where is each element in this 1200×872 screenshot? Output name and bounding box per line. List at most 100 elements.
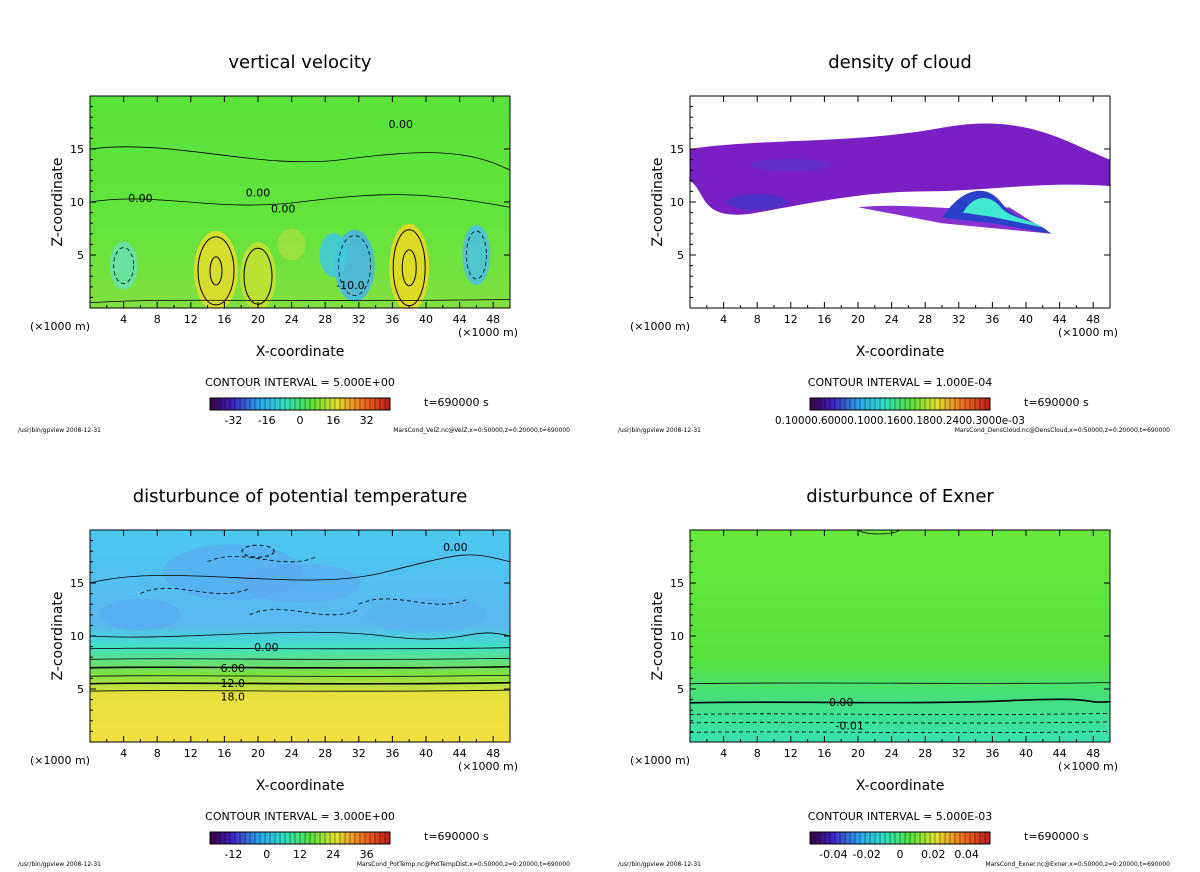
colorbar-frame	[809, 831, 991, 845]
x-tick-label: 40	[419, 747, 433, 760]
x-tick-label: 36	[385, 747, 399, 760]
x-tick-label: 16	[817, 313, 831, 326]
contour-interval: CONTOUR INTERVAL = 1.000E-04	[808, 376, 992, 389]
contour-line-negative	[241, 544, 275, 558]
x-tick-label: 4	[720, 313, 727, 326]
x-tick-label: 48	[486, 747, 500, 760]
contour-line-negative	[690, 712, 1110, 716]
x-tick-label: 24	[885, 313, 899, 326]
x-tick-label: 32	[352, 313, 366, 326]
plot-field: 0.00 0.00 6.00 12.018.0	[90, 530, 510, 742]
x-tick-label: 20	[251, 747, 265, 760]
colorbar-tick-label: 0	[897, 848, 904, 861]
contour-line	[90, 631, 510, 640]
y-tick-label: 5	[77, 683, 84, 696]
field-background	[90, 530, 510, 742]
x-tick-label: 28	[318, 313, 332, 326]
chart-title: disturbunce of Exner	[806, 486, 994, 507]
x-axis-label: X-coordinate	[856, 344, 945, 360]
x-tick-label: 32	[352, 747, 366, 760]
x-tick-label: 28	[918, 747, 932, 760]
x-unit-left: (×1000 m)	[630, 320, 690, 333]
contour-label: 0.00	[128, 192, 153, 205]
footer-right: MarsCond_PotTemp.nc@PotTempDist,x=0:5000…	[357, 861, 570, 868]
x-tick-label: 48	[486, 313, 500, 326]
x-tick-label: 44	[453, 313, 467, 326]
x-tick-label: 24	[285, 747, 299, 760]
x-axis-label: X-coordinate	[856, 778, 945, 794]
y-tick-label: 10	[670, 196, 684, 209]
y-axis-label: Z-coordinate	[50, 591, 66, 680]
y-tick-label: 5	[77, 249, 84, 262]
x-unit-right: (×1000 m)	[458, 760, 518, 773]
time-label: t=690000 s	[1024, 396, 1089, 409]
x-tick-label: 44	[453, 747, 467, 760]
x-tick-label: 8	[754, 747, 761, 760]
colorbar-frame	[209, 831, 391, 845]
x-tick-label: 24	[285, 313, 299, 326]
x-tick-label: 4	[720, 747, 727, 760]
cloud-region	[690, 123, 1110, 215]
colorbar-tick-label: 0	[297, 414, 304, 427]
colorbar-tick-label: -16	[258, 414, 276, 427]
y-tick-label: 15	[70, 143, 84, 156]
x-tick-label: 20	[851, 313, 865, 326]
chart-title: density of cloud	[828, 52, 972, 73]
contour-line-negative	[465, 230, 487, 280]
x-tick-label: 48	[1086, 747, 1100, 760]
x-tick-label: 44	[1053, 747, 1067, 760]
field-patch	[100, 598, 181, 631]
contour-line	[90, 299, 510, 304]
y-axis-label: Z-coordinate	[50, 157, 66, 246]
chart-title: disturbunce of potential temperature	[133, 486, 468, 507]
contour-label: 18.0	[221, 691, 246, 704]
contour-line	[90, 674, 510, 677]
contour-label: 6.00	[221, 662, 246, 675]
x-unit-left: (×1000 m)	[630, 754, 690, 767]
plot-field: 0.000.000.000.00-10.0	[90, 96, 510, 308]
contour-line-negative	[358, 598, 469, 605]
contour-interval: CONTOUR INTERVAL = 5.000E-03	[808, 810, 992, 823]
x-tick-label: 28	[318, 747, 332, 760]
field-patch	[109, 241, 138, 290]
time-label: t=690000 s	[1024, 830, 1089, 843]
colorbar-tick-label: -0.04	[819, 848, 847, 861]
contour-label: 12.0	[221, 677, 246, 690]
contour-line	[209, 256, 223, 286]
x-tick-label: 20	[851, 747, 865, 760]
x-unit-right: (×1000 m)	[458, 326, 518, 339]
colorbar-tick-label: 0	[263, 848, 270, 861]
x-tick-label: 44	[1053, 313, 1067, 326]
peak-cloud	[963, 198, 1043, 228]
contour-line-negative	[113, 247, 134, 285]
colorbar-tick-label: 0.04	[954, 848, 979, 861]
field-patch	[319, 233, 348, 277]
x-tick-label: 32	[952, 747, 966, 760]
footer-left: /usr/bin/gpview 2008-12-31	[618, 861, 701, 868]
x-tick-label: 12	[784, 313, 798, 326]
footer-right: MarsCond_DensCloud.nc@DensCloud,x=0:5000…	[955, 427, 1170, 434]
x-unit-left: (×1000 m)	[30, 320, 90, 333]
field-background	[690, 530, 1110, 742]
x-tick-label: 40	[1019, 747, 1033, 760]
x-axis-label: X-coordinate	[256, 778, 345, 794]
x-tick-label: 36	[985, 313, 999, 326]
x-tick-label: 8	[754, 313, 761, 326]
x-tick-label: 16	[217, 747, 231, 760]
colorbar-tick-label: 32	[360, 414, 374, 427]
contour-line	[90, 657, 510, 660]
contour-line-negative	[690, 731, 1110, 734]
footer-left: /usr/bin/gpview 2008-12-31	[618, 427, 701, 434]
colorbar-tick-label: 0.02	[921, 848, 946, 861]
x-tick-label: 40	[1019, 313, 1033, 326]
y-tick-label: 5	[677, 249, 684, 262]
contour-line	[90, 681, 510, 685]
x-tick-label: 36	[985, 747, 999, 760]
contour-line	[90, 554, 510, 584]
contour-label: 0.00	[254, 641, 279, 654]
plot-field	[690, 96, 1110, 308]
x-tick-label: 4	[120, 747, 127, 760]
field-patch	[389, 223, 430, 308]
field-patch	[194, 230, 238, 308]
time-label: t=690000 s	[424, 830, 489, 843]
